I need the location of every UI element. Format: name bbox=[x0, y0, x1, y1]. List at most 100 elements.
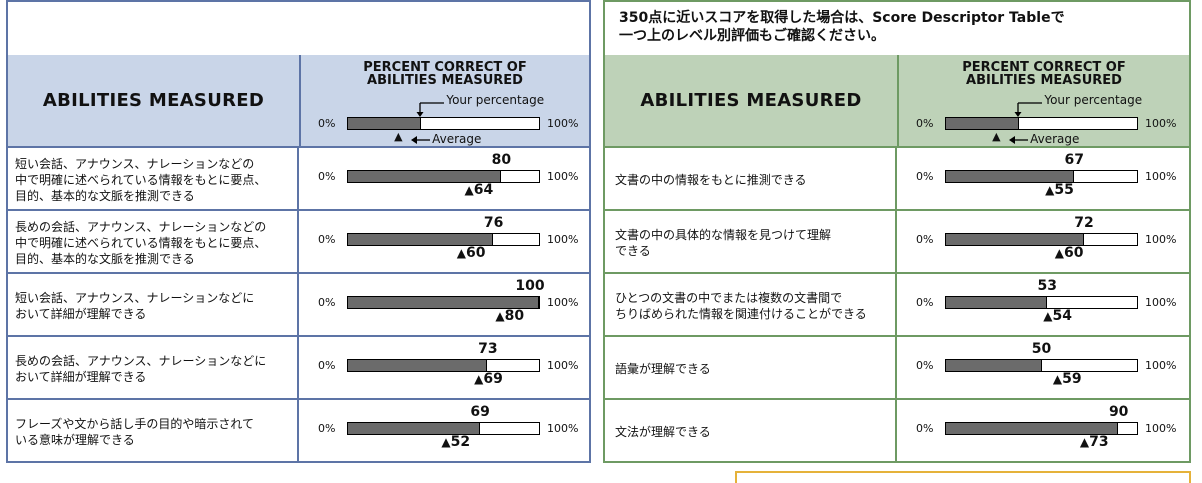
average-value: 55 bbox=[1054, 182, 1074, 198]
percent-bar-fill bbox=[946, 423, 1118, 434]
hundred-percent-label: 100% bbox=[547, 422, 579, 435]
ability-label: 文書の中の情報をもとに推測できる bbox=[615, 172, 807, 187]
zero-percent-label: 0% bbox=[318, 233, 336, 246]
average-triangle-icon: ▲ bbox=[495, 309, 505, 323]
percent-bar bbox=[945, 296, 1138, 309]
zero-percent-label: 0% bbox=[318, 296, 336, 309]
hundred-percent-label: 100% bbox=[547, 233, 579, 246]
ability-row: 短い会話、アナウンス、ナレーションなどに おいて詳細が理解できる 0% 100% 10… bbox=[8, 272, 589, 337]
your-percentage-arrow-icon bbox=[416, 102, 445, 117]
average-triangle-icon: ▲ bbox=[456, 246, 467, 260]
ability-label: 文書の中の具体的な情報を見つけて理解 できる bbox=[615, 227, 832, 258]
percent-bar bbox=[945, 233, 1138, 246]
ability-label: 短い会話、アナウンス、ナレーションなどの 中で明確に述べられている情報をもとに要… bbox=[15, 156, 267, 203]
average-triangle-icon: ▲ bbox=[1043, 309, 1053, 323]
average-marker: ▲60 bbox=[1055, 245, 1084, 261]
your-percentage-value: 72 bbox=[1074, 215, 1094, 231]
average-marker: ▲80 bbox=[495, 308, 524, 324]
percent-title-line2: ABILITIES MEASURED bbox=[966, 73, 1122, 88]
zero-percent-label: 0% bbox=[916, 170, 934, 183]
percent-bar-cell: 0% 100% 53 ▲54 bbox=[899, 274, 1189, 337]
ability-label-cell: 文書の中の情報をもとに推測できる bbox=[605, 148, 897, 211]
percent-bar-fill bbox=[348, 234, 494, 245]
zero-percent-label: 0% bbox=[916, 422, 934, 435]
hundred-percent-label: 100% bbox=[1145, 422, 1177, 435]
percent-bar-cell: 0% 100% 73 ▲69 bbox=[301, 337, 589, 400]
percent-bar-cell: 0% 100% 50 ▲59 bbox=[899, 337, 1189, 400]
orange-frame bbox=[735, 471, 1191, 483]
average-value: 73 bbox=[1089, 434, 1109, 450]
ability-label: 短い会話、アナウンス、ナレーションなどに おいて詳細が理解できる bbox=[15, 290, 255, 321]
zero-percent-label: 0% bbox=[318, 170, 336, 183]
percent-bar bbox=[347, 233, 540, 246]
percent-bar bbox=[347, 422, 540, 435]
your-percentage-arrow-icon bbox=[1014, 102, 1043, 117]
abilities-measured-title: ABILITIES MEASURED bbox=[640, 90, 862, 111]
zero-percent-label: 0% bbox=[916, 359, 934, 372]
average-marker: ▲73 bbox=[1080, 434, 1109, 450]
your-percentage-label: Your percentage bbox=[1044, 93, 1143, 107]
ability-label-cell: 文法が理解できる bbox=[605, 400, 897, 463]
ability-row: フレーズや文から話し手の目的や暗示されて いる意味が理解できる 0% 100% 69 ▲… bbox=[8, 398, 589, 463]
percent-bar-fill bbox=[348, 297, 539, 308]
your-percentage-value: 69 bbox=[470, 404, 490, 420]
percent-bar-cell: 0% 100% 69 ▲52 bbox=[301, 400, 589, 463]
percent-bar-cell: 0% 100% 90 ▲73 bbox=[899, 400, 1189, 463]
abilities-header-cell: ABILITIES MEASURED bbox=[8, 55, 301, 146]
percent-bar bbox=[945, 359, 1138, 372]
zero-percent-label: 0% bbox=[318, 422, 336, 435]
abilities-header-cell: ABILITIES MEASURED bbox=[605, 55, 899, 146]
average-marker: ▲60 bbox=[457, 245, 486, 261]
hundred-percent-label: 100% bbox=[547, 170, 579, 183]
average-value: 69 bbox=[483, 371, 503, 387]
percent-bar-fill bbox=[946, 297, 1048, 308]
hundred-percent-label: 100% bbox=[1145, 170, 1177, 183]
percent-bar-fill bbox=[946, 360, 1042, 371]
average-arrow-icon bbox=[1009, 136, 1029, 144]
abilities-measured-title: ABILITIES MEASURED bbox=[42, 90, 265, 111]
average-marker-icon: ▲ bbox=[394, 130, 403, 143]
average-marker: ▲54 bbox=[1043, 308, 1072, 324]
average-marker: ▲64 bbox=[465, 182, 494, 198]
hundred-percent-label: 100% bbox=[547, 117, 579, 130]
zero-percent-label: 0% bbox=[916, 296, 934, 309]
percent-bar bbox=[945, 170, 1138, 183]
percent-bar-fill bbox=[348, 360, 488, 371]
average-label: Average bbox=[432, 132, 482, 146]
your-percentage-value: 80 bbox=[491, 152, 512, 168]
percent-bar-fill bbox=[348, 171, 501, 182]
zero-percent-label: 0% bbox=[916, 117, 934, 130]
legend-bar-fill bbox=[348, 118, 421, 129]
percent-correct-title: PERCENT CORRECT OF ABILITIES MEASURED bbox=[301, 61, 589, 87]
average-triangle-icon: ▲ bbox=[474, 372, 484, 386]
average-triangle-icon: ▲ bbox=[1052, 372, 1063, 386]
legend-bar bbox=[347, 117, 540, 130]
legend-bar bbox=[945, 117, 1138, 130]
ability-row: 長めの会話、アナウンス、ナレーションなどに おいて詳細が理解できる 0% 100% 7… bbox=[8, 335, 589, 400]
ability-label: 長めの会話、アナウンス、ナレーションなどに おいて詳細が理解できる bbox=[15, 353, 267, 384]
average-arrow-icon bbox=[411, 136, 431, 144]
ability-row: 長めの会話、アナウンス、ナレーションなどの 中で明確に述べられている情報をもとに… bbox=[8, 209, 589, 274]
ability-label-cell: 短い会話、アナウンス、ナレーションなどの 中で明確に述べられている情報をもとに要… bbox=[8, 148, 299, 211]
ability-row: 文法が理解できる 0% 100% 90 ▲73 bbox=[605, 398, 1189, 463]
ability-label-cell: 語彙が理解できる bbox=[605, 337, 897, 400]
average-triangle-icon: ▲ bbox=[1079, 435, 1090, 449]
average-marker: ▲52 bbox=[441, 434, 470, 450]
your-percentage-value: 100 bbox=[515, 278, 545, 294]
average-triangle-icon: ▲ bbox=[464, 183, 474, 197]
ability-label: 長めの会話、アナウンス、ナレーションなどの 中で明確に述べられている情報をもとに… bbox=[15, 219, 267, 266]
percent-title-line1: PERCENT CORRECT OF bbox=[962, 60, 1126, 75]
ability-label-cell: 短い会話、アナウンス、ナレーションなどに おいて詳細が理解できる bbox=[8, 274, 299, 337]
average-triangle-icon: ▲ bbox=[1054, 246, 1065, 260]
ability-label-cell: ひとつの文書の中でまたは複数の文書間で ちりばめられた情報を関連付けることができ… bbox=[605, 274, 897, 337]
percent-bar-cell: 0% 100% 72 ▲60 bbox=[899, 211, 1189, 274]
average-value: 52 bbox=[450, 434, 471, 450]
reading-top-area: 350点に近いスコアを取得した場合は、Score Descriptor Tabl… bbox=[605, 2, 1189, 57]
percent-title-line2: ABILITIES MEASURED bbox=[367, 73, 523, 88]
your-percentage-value: 50 bbox=[1031, 341, 1052, 357]
ability-label: フレーズや文から話し手の目的や暗示されて いる意味が理解できる bbox=[15, 416, 255, 447]
reading-header: ABILITIES MEASURED PERCENT CORRECT OF AB… bbox=[605, 55, 1189, 146]
ability-row: 語彙が理解できる 0% 100% 50 ▲59 bbox=[605, 335, 1189, 400]
average-triangle-icon: ▲ bbox=[441, 435, 451, 449]
zero-percent-label: 0% bbox=[916, 233, 934, 246]
